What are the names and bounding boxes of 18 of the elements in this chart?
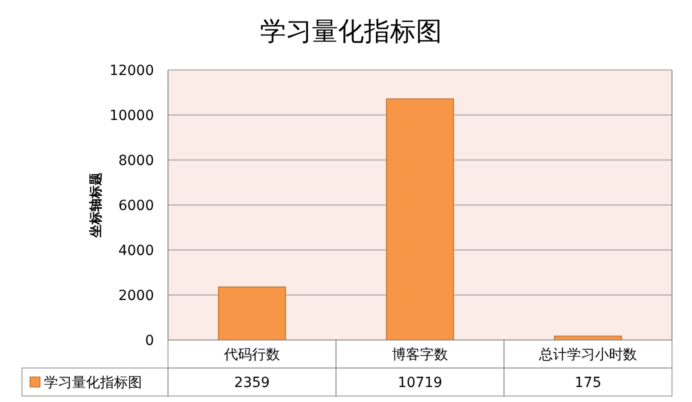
x-tick-label: 代码行数 xyxy=(223,346,280,363)
y-axis-title: 坐标轴标题 xyxy=(88,172,104,238)
x-tick-label: 总计学习小时数 xyxy=(538,346,637,363)
data-label: 175 xyxy=(574,374,602,391)
y-tick-label: 8000 xyxy=(118,152,154,169)
bar xyxy=(218,286,286,340)
y-tick-label: 10000 xyxy=(109,108,154,124)
x-tick-label: 博客字数 xyxy=(392,346,448,363)
legend-label: 学习量化指标图 xyxy=(44,374,142,391)
y-tick-label: 6000 xyxy=(118,198,154,214)
chart-title: 学习量化指标图 xyxy=(260,17,442,47)
data-label: 2359 xyxy=(234,374,270,391)
y-tick-label: 0 xyxy=(145,332,154,349)
data-label: 10719 xyxy=(398,374,442,391)
y-tick-label: 4000 xyxy=(118,242,154,259)
bar xyxy=(386,98,454,340)
y-tick-label: 2000 xyxy=(118,288,154,304)
y-tick-label: 12000 xyxy=(109,62,154,79)
